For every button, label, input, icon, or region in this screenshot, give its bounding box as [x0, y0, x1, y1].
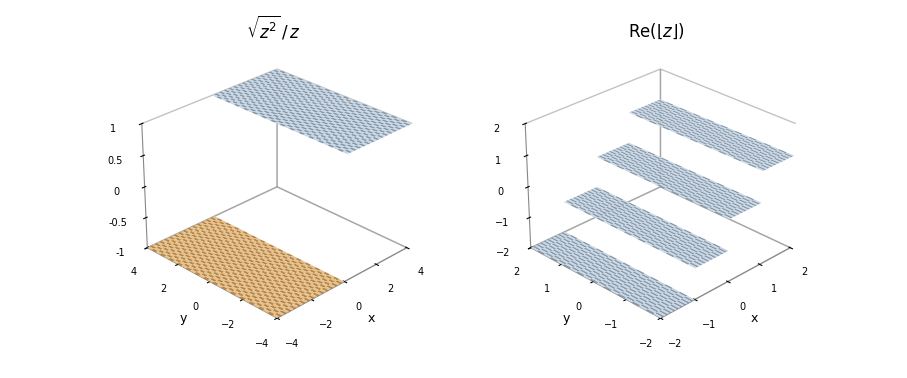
X-axis label: x: x [367, 312, 375, 325]
Title: $\sqrt{z^2}\,/\,z$: $\sqrt{z^2}\,/\,z$ [246, 13, 300, 41]
Y-axis label: y: y [563, 312, 571, 325]
X-axis label: x: x [751, 312, 758, 325]
Y-axis label: y: y [180, 312, 187, 325]
Title: $\mathrm{Re}(\lfloor z \rfloor)$: $\mathrm{Re}(\lfloor z \rfloor)$ [628, 22, 685, 41]
